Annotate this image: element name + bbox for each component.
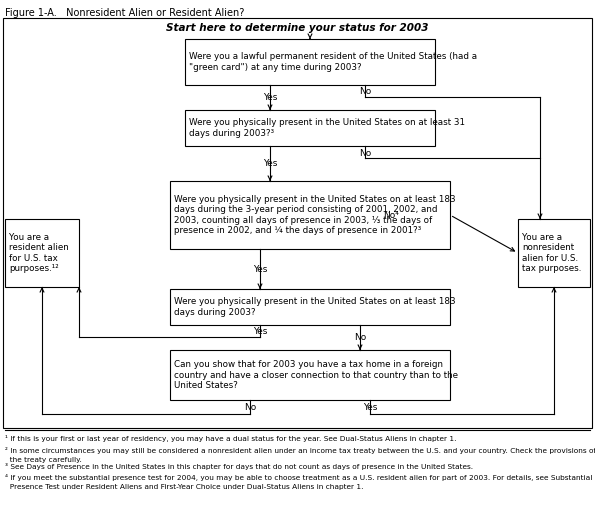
- Text: No: No: [359, 88, 371, 96]
- Text: Yes: Yes: [253, 327, 267, 337]
- Bar: [518, 219, 590, 287]
- Text: Start here to determine your status for 2003: Start here to determine your status for …: [166, 23, 429, 33]
- Text: the treaty carefully.: the treaty carefully.: [5, 457, 82, 463]
- Text: Yes: Yes: [363, 403, 377, 411]
- Text: Figure 1-A.   Nonresident Alien or Resident Alien?: Figure 1-A. Nonresident Alien or Residen…: [5, 8, 245, 18]
- Text: Were you physically present in the United States on at least 183
days during the: Were you physically present in the Unite…: [174, 195, 456, 235]
- Text: Yes: Yes: [263, 93, 277, 102]
- Bar: [185, 110, 435, 146]
- Text: You are a
resident alien
for U.S. tax
purposes.¹²: You are a resident alien for U.S. tax pu…: [9, 233, 69, 273]
- Bar: [185, 39, 435, 85]
- Text: Can you show that for 2003 you have a tax home in a foreign
country and have a c: Can you show that for 2003 you have a ta…: [174, 360, 458, 390]
- Text: Were you a lawful permanent resident of the United States (had a
"green card") a: Were you a lawful permanent resident of …: [189, 52, 477, 72]
- Text: Were you physically present in the United States on at least 183
days during 200: Were you physically present in the Unite…: [174, 298, 456, 317]
- Text: ¹ If this is your first or last year of residency, you may have a dual status fo: ¹ If this is your first or last year of …: [5, 435, 456, 442]
- Bar: [170, 350, 450, 400]
- Text: ² In some circumstances you may still be considered a nonresident alien under an: ² In some circumstances you may still be…: [5, 447, 595, 454]
- Text: No: No: [244, 403, 256, 411]
- Text: ³ See Days of Presence in the United States in this chapter for days that do not: ³ See Days of Presence in the United Sta…: [5, 463, 473, 470]
- Bar: [170, 289, 450, 325]
- Bar: [170, 181, 450, 249]
- Text: You are a
nonresident
alien for U.S.
tax purposes.: You are a nonresident alien for U.S. tax…: [522, 233, 581, 273]
- Text: ⁴ If you meet the substantial presence test for 2004, you may be able to choose : ⁴ If you meet the substantial presence t…: [5, 474, 593, 481]
- Text: No: No: [359, 148, 371, 157]
- Text: Yes: Yes: [263, 159, 277, 168]
- Bar: [3, 18, 592, 428]
- Text: Presence Test under Resident Aliens and First-Year Choice under Dual-Status Alie: Presence Test under Resident Aliens and …: [5, 484, 364, 490]
- Text: No⁴: No⁴: [383, 210, 399, 220]
- Text: No: No: [354, 333, 366, 342]
- Text: Were you physically present in the United States on at least 31
days during 2003: Were you physically present in the Unite…: [189, 119, 465, 137]
- Text: Yes: Yes: [253, 265, 267, 273]
- Bar: [5, 219, 79, 287]
